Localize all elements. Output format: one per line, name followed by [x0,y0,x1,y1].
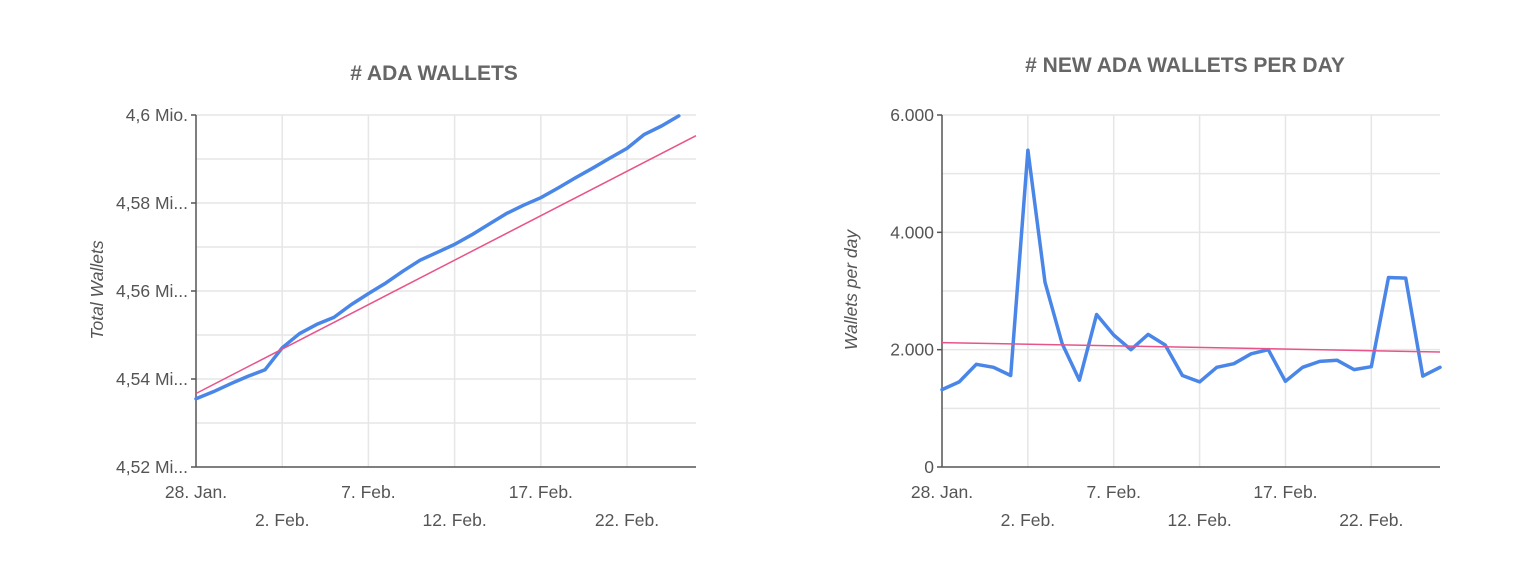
y-tick-labels: 4,52 Mi... 4,54 Mi... 4,56 Mi... 4,58 Mi...… [116,105,188,477]
x-tick-label: 28. Jan. [165,482,227,502]
y-tick-label: 6.000 [890,105,934,125]
y-tick-label: 4,58 Mi... [116,193,188,213]
chart-title: # ADA WALLETS [350,62,518,85]
trend-line [941,341,1441,353]
total-wallets-chart: # ADA WALLETS Total Wallets 4,52 Mi...4,… [87,62,697,530]
new-wallets-per-day-chart: # NEW ADA WALLETS PER DAY Wallets per da… [841,54,1442,530]
x-tick-label: 7. Feb. [1086,482,1140,502]
data-series-line [194,114,681,401]
y-tick-label: 4.000 [890,222,934,242]
y-tick-label: 0 [924,457,934,477]
y-tick-label: 4,54 Mi... [116,369,188,389]
y-tick-labels: 0 2.000 4.000 6.000 [890,105,934,477]
series-lines [194,114,697,401]
y-axis-title: Total Wallets [87,240,107,339]
y-tick-label: 4,6 Mio. [126,105,188,125]
x-tick-label: 12. Feb. [423,510,487,530]
series-lines [940,148,1442,392]
x-tick-label: 17. Feb. [509,482,573,502]
x-tick-label: 22. Feb. [1339,510,1403,530]
x-tick-label: 2. Feb. [255,510,309,530]
grid-lines [196,114,696,467]
y-axis-title: Wallets per day [841,229,861,351]
x-tick-label: 12. Feb. [1167,510,1231,530]
y-tick-label: 4,56 Mi... [116,281,188,301]
trend-line [195,135,697,395]
x-tick-labels: 28. Jan. 2. Feb. 7. Feb. 12. Feb. 17. Feb. 22… [165,482,659,530]
x-tick-label: 22. Feb. [595,510,659,530]
x-tick-label: 28. Jan. [911,482,973,502]
x-tick-label: 2. Feb. [1001,510,1055,530]
axes [191,114,696,468]
y-tick-label: 4,52 Mi... [116,457,188,477]
x-tick-labels: 28. Jan. 2. Feb. 7. Feb. 12. Feb. 17. Feb. 22… [911,482,1404,530]
x-tick-label: 17. Feb. [1253,482,1317,502]
chart-title: # NEW ADA WALLETS PER DAY [1025,54,1345,77]
axes [937,114,1440,468]
data-series-line [940,148,1442,392]
x-tick-label: 7. Feb. [341,482,395,502]
y-tick-label: 2.000 [890,340,934,360]
